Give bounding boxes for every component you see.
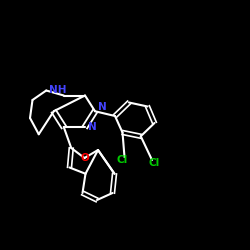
Text: Cl: Cl <box>117 155 128 165</box>
Text: O: O <box>80 153 89 163</box>
Text: Cl: Cl <box>148 158 160 168</box>
Text: NH: NH <box>49 85 66 95</box>
Text: N: N <box>98 102 106 112</box>
Text: N: N <box>88 122 97 132</box>
